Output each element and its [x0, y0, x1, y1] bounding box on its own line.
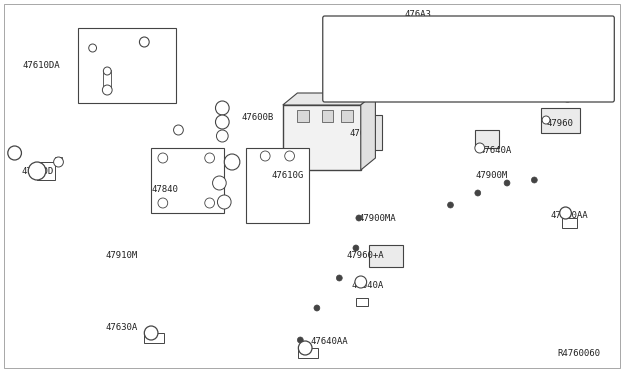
Circle shape — [54, 157, 63, 167]
Bar — [541, 108, 580, 133]
Circle shape — [103, 67, 111, 75]
Circle shape — [475, 190, 481, 196]
Text: 47640A: 47640A — [480, 145, 512, 154]
Circle shape — [205, 198, 214, 208]
Bar — [298, 348, 318, 358]
Text: 47910M: 47910M — [106, 250, 138, 260]
Text: FOR VDC RESTORATION SOFTWARE TYPE ID:  SELECT PART
CODE 476A3.  INPUT LAST 5 DIG: FOR VDC RESTORATION SOFTWARE TYPE ID: SE… — [330, 26, 580, 60]
Circle shape — [314, 305, 320, 311]
Text: 47610G: 47610G — [271, 170, 303, 180]
Bar — [341, 110, 353, 122]
Circle shape — [102, 85, 112, 95]
Circle shape — [212, 176, 226, 190]
Circle shape — [216, 101, 229, 115]
Text: 47900MA: 47900MA — [359, 214, 396, 222]
Circle shape — [298, 341, 312, 355]
Bar — [144, 333, 164, 343]
Circle shape — [355, 276, 367, 288]
Circle shape — [560, 207, 572, 219]
Circle shape — [205, 153, 214, 163]
Text: 47630A: 47630A — [106, 324, 138, 333]
Text: 47640AA: 47640AA — [310, 337, 348, 346]
Text: 47600: 47600 — [349, 128, 376, 138]
Text: R4760060: R4760060 — [557, 349, 601, 357]
Circle shape — [140, 37, 149, 47]
Polygon shape — [361, 93, 376, 170]
Circle shape — [218, 195, 231, 209]
Circle shape — [298, 337, 303, 343]
Bar — [54, 157, 63, 162]
Circle shape — [285, 151, 294, 161]
FancyBboxPatch shape — [323, 16, 614, 102]
Circle shape — [563, 92, 572, 102]
Circle shape — [475, 143, 484, 153]
Bar — [322, 110, 333, 122]
Circle shape — [89, 44, 97, 52]
Circle shape — [158, 198, 168, 208]
Circle shape — [337, 275, 342, 281]
Bar — [37, 162, 54, 180]
Bar — [151, 148, 224, 213]
Bar — [363, 115, 382, 150]
Circle shape — [260, 151, 270, 161]
Circle shape — [158, 153, 168, 163]
Text: 476A3: 476A3 — [404, 10, 431, 19]
Circle shape — [353, 245, 359, 251]
Circle shape — [224, 154, 240, 170]
Circle shape — [447, 202, 453, 208]
Bar — [246, 148, 309, 223]
Text: 47840: 47840 — [151, 185, 178, 193]
Text: 47900M: 47900M — [476, 170, 508, 180]
Circle shape — [216, 130, 228, 142]
Circle shape — [542, 116, 550, 124]
Bar — [369, 245, 403, 267]
Circle shape — [8, 146, 22, 160]
Bar — [103, 70, 111, 90]
Text: 47600D: 47600D — [22, 167, 54, 176]
Bar — [356, 298, 367, 306]
Text: 47600B: 47600B — [242, 112, 274, 122]
Circle shape — [28, 162, 46, 180]
Circle shape — [173, 125, 183, 135]
Text: 47640AA: 47640AA — [551, 211, 589, 219]
Text: 47960: 47960 — [546, 119, 573, 128]
Text: 47640A: 47640A — [351, 280, 383, 289]
Text: 47610DA: 47610DA — [23, 61, 60, 70]
Circle shape — [504, 180, 510, 186]
Bar — [78, 28, 175, 103]
Polygon shape — [283, 93, 376, 105]
Circle shape — [356, 215, 362, 221]
Bar — [475, 130, 499, 148]
Bar — [283, 105, 361, 170]
Circle shape — [216, 115, 229, 129]
Bar — [562, 218, 577, 228]
Circle shape — [531, 177, 537, 183]
Circle shape — [144, 326, 158, 340]
Bar — [298, 110, 309, 122]
Text: 47960+A: 47960+A — [346, 250, 384, 260]
